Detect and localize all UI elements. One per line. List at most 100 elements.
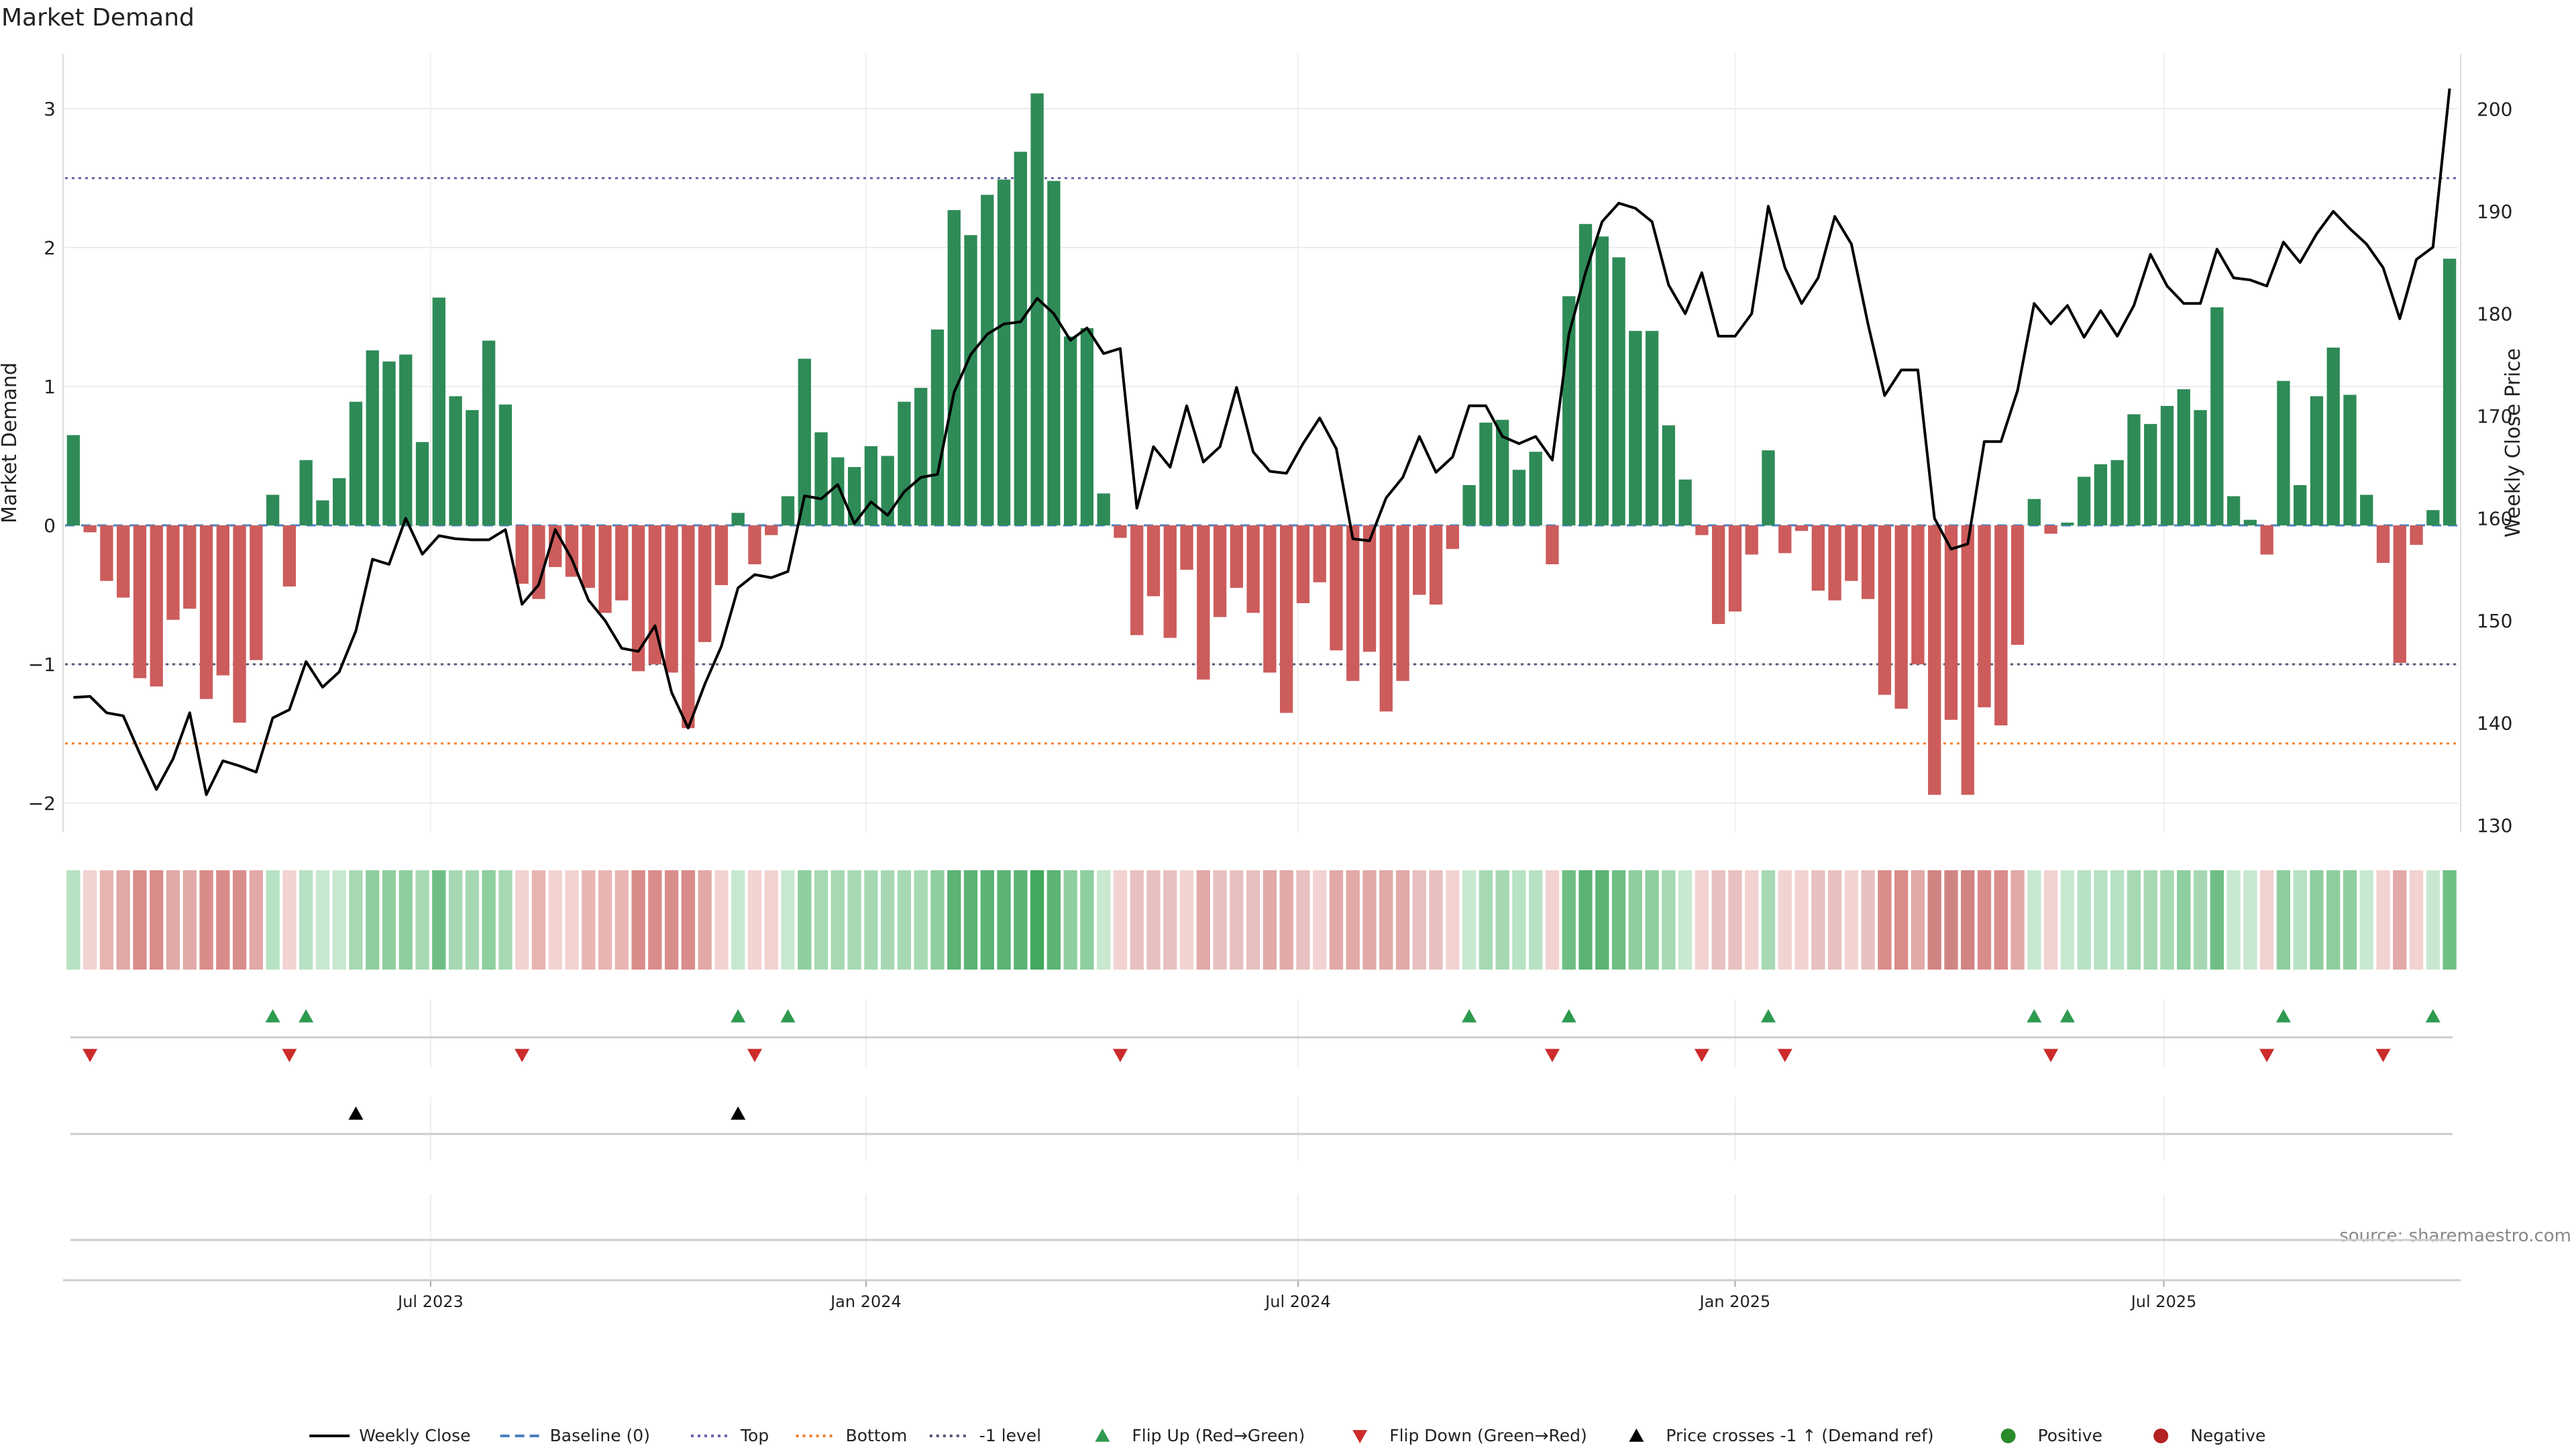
demand-bar xyxy=(183,525,197,609)
demand-strip-cell xyxy=(698,870,712,970)
demand-strip-cell xyxy=(99,870,114,970)
y-left-tick-label: 3 xyxy=(44,98,56,120)
demand-strip-cell xyxy=(764,870,778,970)
demand-bar xyxy=(598,525,612,613)
demand-bar xyxy=(2110,460,2124,525)
demand-bar xyxy=(2044,525,2057,534)
demand-strip-cell xyxy=(531,870,546,970)
demand-bar xyxy=(1845,525,1858,581)
demand-bar xyxy=(449,396,462,525)
demand-strip-cell xyxy=(997,870,1011,970)
demand-bar xyxy=(864,446,878,525)
demand-bar xyxy=(1479,422,1493,525)
demand-strip-cell xyxy=(781,870,795,970)
demand-strip-cell xyxy=(1030,870,1044,970)
demand-strip-cell xyxy=(332,870,346,970)
demand-strip-cell xyxy=(366,870,380,970)
demand-bar xyxy=(1063,336,1077,525)
demand-strip-cell xyxy=(2293,870,2307,970)
legend-swatch-triangle-up xyxy=(1095,1429,1110,1442)
demand-bar xyxy=(2376,525,2390,563)
demand-strip-cell xyxy=(232,870,247,970)
demand-bar xyxy=(1794,525,1809,531)
demand-strip-cell xyxy=(398,870,413,970)
demand-strip-cell xyxy=(963,870,978,970)
demand-bar xyxy=(2443,258,2457,525)
demand-strip-cell xyxy=(565,870,579,970)
demand-strip-cell xyxy=(1961,870,1975,970)
demand-strip-cell xyxy=(2243,870,2257,970)
demand-bar xyxy=(947,210,961,525)
demand-strip-cell xyxy=(482,870,496,970)
demand-strip-cell xyxy=(1246,870,1260,970)
demand-strip-cell xyxy=(266,870,280,970)
demand-bar xyxy=(83,525,97,533)
demand-strip-cell xyxy=(714,870,729,970)
demand-strip-cell xyxy=(1645,870,1659,970)
demand-bar xyxy=(166,525,180,620)
demand-strip-cell xyxy=(1861,870,1875,970)
legend-label: Negative xyxy=(2190,1426,2265,1445)
demand-strip-cell xyxy=(1944,870,1958,970)
demand-bar xyxy=(1379,525,1393,712)
demand-strip-cell xyxy=(2276,870,2291,970)
demand-strip-cell xyxy=(731,870,745,970)
demand-strip-cell xyxy=(498,870,513,970)
y-right-tick-label: 130 xyxy=(2477,815,2512,837)
demand-bar xyxy=(1163,525,1177,638)
demand-strip-cell xyxy=(2359,870,2373,970)
legend-label: Flip Up (Red→Green) xyxy=(1132,1426,1305,1445)
demand-strip-cell xyxy=(1063,870,1077,970)
demand-bar xyxy=(349,401,363,525)
demand-strip-cell xyxy=(930,870,945,970)
legend-item: Weekly Close xyxy=(309,1426,470,1445)
legend-item: Positive xyxy=(2000,1426,2102,1445)
demand-strip-cell xyxy=(2326,870,2341,970)
price-cross-marker xyxy=(348,1106,364,1120)
demand-strip-cell xyxy=(747,870,762,970)
demand-bar xyxy=(1861,525,1875,599)
y-right-tick-label: 160 xyxy=(2477,508,2512,530)
demand-bar xyxy=(1496,419,1509,525)
demand-bar xyxy=(1230,525,1244,588)
demand-bar xyxy=(831,457,845,525)
demand-strip-cell xyxy=(199,870,213,970)
demand-strip-cell xyxy=(1745,870,1759,970)
demand-strip-cell xyxy=(2043,870,2058,970)
demand-bar xyxy=(1928,525,1941,795)
demand-strip-cell xyxy=(150,870,164,970)
legend-label: Baseline (0) xyxy=(550,1426,650,1445)
flip-up-marker xyxy=(299,1009,314,1023)
demand-bar xyxy=(498,404,513,525)
demand-bar xyxy=(698,525,712,642)
demand-bar xyxy=(881,456,894,525)
demand-bar xyxy=(2310,396,2324,525)
demand-strip-cell xyxy=(315,870,330,970)
demand-bar xyxy=(1578,223,1593,525)
demand-bar xyxy=(981,195,994,525)
demand-bar xyxy=(2194,410,2207,525)
demand-bar xyxy=(2243,519,2257,525)
demand-strip-cell xyxy=(2193,870,2208,970)
demand-bar xyxy=(2210,307,2224,525)
demand-strip-cell xyxy=(1179,870,1194,970)
demand-strip-cell xyxy=(349,870,363,970)
demand-strip-cell xyxy=(83,870,97,970)
demand-bar xyxy=(731,513,745,525)
demand-strip-cell xyxy=(681,870,696,970)
demand-bar xyxy=(1878,525,1892,695)
demand-bar xyxy=(466,410,479,525)
demand-strip-cell xyxy=(299,870,313,970)
demand-strip-cell xyxy=(2077,870,2091,970)
demand-strip-cell xyxy=(2127,870,2141,970)
axis-layer: −2 −1 0 1 2 3 130 140 150 160 170 180 190 200 Jul 2023… xyxy=(28,54,2512,1311)
demand-strip-cell xyxy=(1263,870,1277,970)
demand-bar xyxy=(1313,525,1326,582)
demand-strip-cell xyxy=(864,870,878,970)
legend-label: Top xyxy=(740,1426,769,1445)
demand-strip-cell xyxy=(2226,870,2241,970)
demand-bar xyxy=(2260,525,2273,555)
demand-strip-cell xyxy=(2143,870,2157,970)
demand-strip-cell xyxy=(1097,870,1111,970)
